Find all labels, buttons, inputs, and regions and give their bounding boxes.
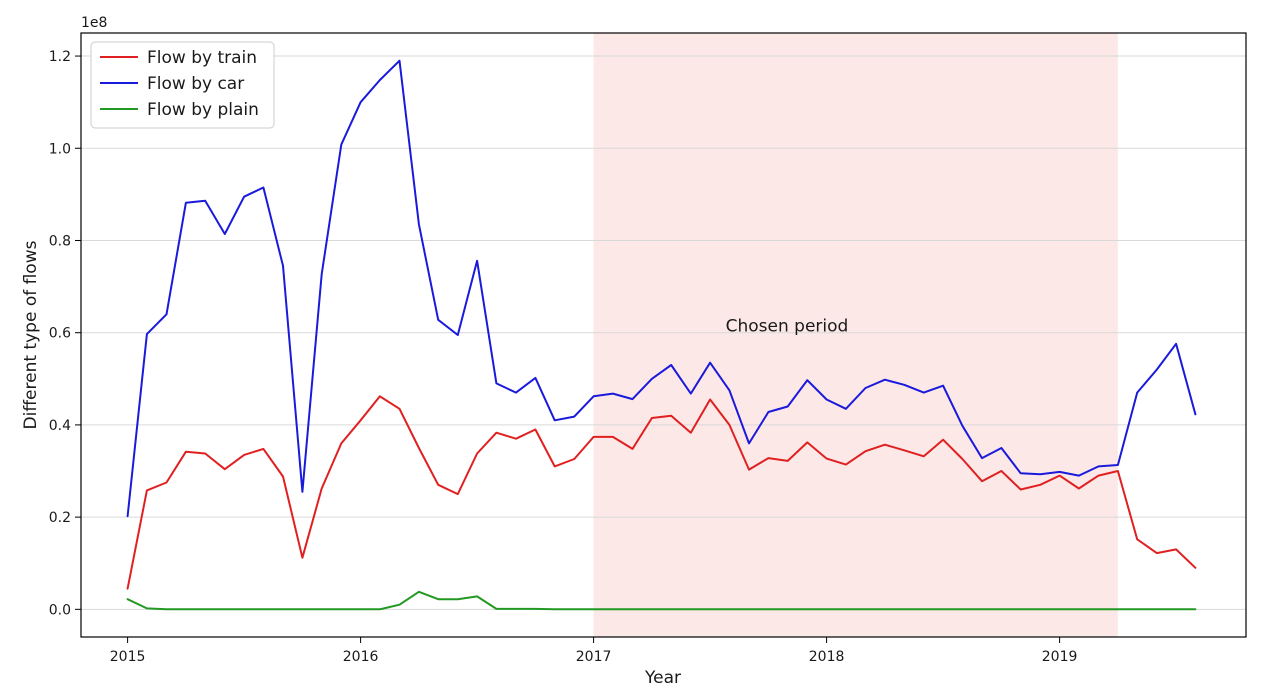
series-line-flow-by-car bbox=[126, 59, 1197, 518]
x-axis-label: Year bbox=[644, 668, 681, 688]
chosen-period-label: Chosen period bbox=[726, 317, 849, 337]
annotation-layer: Chosen period bbox=[726, 317, 849, 337]
chosen-period-highlight bbox=[593, 33, 1118, 637]
x-tick-label: 2016 bbox=[343, 649, 379, 665]
y-tick-label: 0.4 bbox=[49, 418, 71, 434]
x-tick-label: 2017 bbox=[576, 649, 612, 665]
y-scale-label: 1e8 bbox=[81, 15, 107, 31]
tick-layer: 0.0 0.2 0.4 0.6 0.8 1.0 1.2 2015 2016 2017 2018 201… bbox=[49, 49, 1078, 665]
series-line-flow-by-plain bbox=[126, 590, 1197, 611]
x-tick-label: 2018 bbox=[809, 649, 845, 665]
y-axis-label: Different type of flows bbox=[21, 240, 41, 429]
y-tick-label: 0.6 bbox=[49, 326, 71, 342]
legend-label: Flow by plain bbox=[147, 100, 259, 120]
y-tick-label: 1.2 bbox=[49, 49, 71, 65]
plot-frame bbox=[80, 32, 1247, 638]
x-tick-label: 2015 bbox=[110, 649, 146, 665]
y-tick-label: 0.2 bbox=[49, 510, 71, 526]
legend-label: Flow by car bbox=[147, 74, 244, 94]
legend-box bbox=[90, 41, 275, 129]
y-tick-label: 0.0 bbox=[49, 602, 71, 618]
x-tick-label: 2019 bbox=[1042, 649, 1078, 665]
legend: Flow by train Flow by car Flow by plain bbox=[90, 41, 275, 129]
y-tick-label: 1.0 bbox=[49, 141, 71, 157]
highlight-layer bbox=[593, 33, 1118, 637]
series-layer bbox=[126, 59, 1197, 611]
legend-label: Flow by train bbox=[147, 48, 257, 68]
y-tick-label: 0.8 bbox=[49, 233, 71, 249]
series-line-flow-by-train bbox=[126, 395, 1197, 590]
